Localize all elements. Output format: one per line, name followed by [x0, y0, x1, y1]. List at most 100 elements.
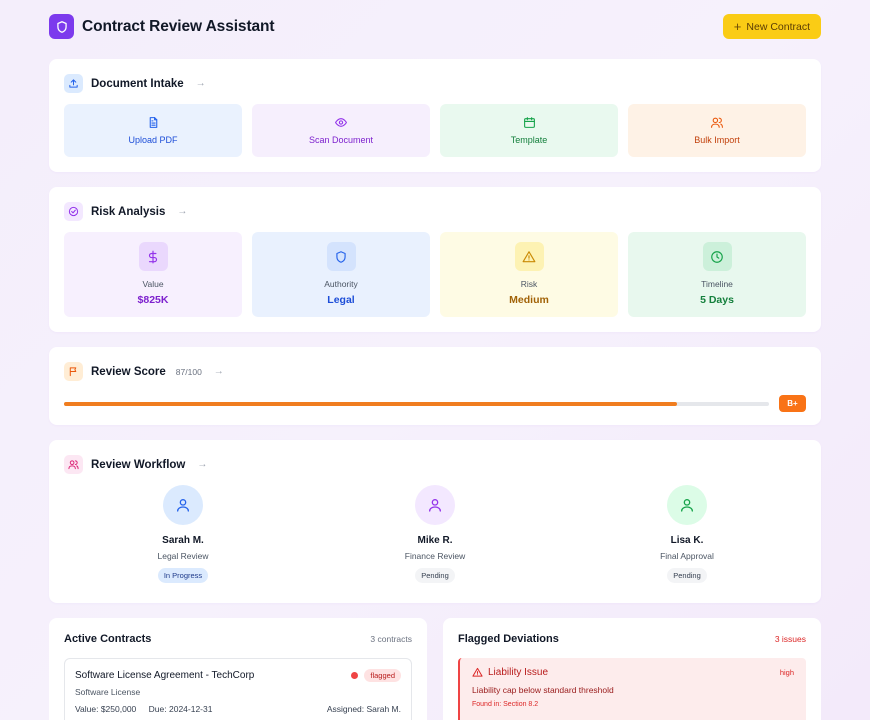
warning-icon: [514, 242, 544, 271]
new-contract-button[interactable]: + New Contract: [722, 14, 821, 39]
warning-icon: [472, 667, 483, 677]
shield-icon: [326, 242, 356, 271]
template-tile[interactable]: Template: [440, 104, 618, 157]
arrow-right-icon: →: [213, 366, 224, 377]
upload-icon: [64, 74, 83, 93]
timeline-metric: Timeline 5 Days: [628, 232, 806, 317]
review-workflow-card: Review Workflow → Sarah M. Legal Review …: [49, 440, 821, 603]
active-contracts-title: Active Contracts: [64, 633, 152, 645]
issues-count: 3 issues: [774, 634, 806, 644]
risk-metrics: Value $825K Authority Legal Risk Medium …: [64, 232, 806, 317]
scan-document-tile[interactable]: Scan Document: [252, 104, 430, 157]
contract-item[interactable]: Software License Agreement - TechCorp fl…: [64, 658, 412, 720]
value-metric-label: Value: [142, 279, 164, 289]
arrow-right-icon: →: [177, 206, 188, 217]
reviewer-role: Finance Review: [404, 551, 466, 561]
calendar-icon: [523, 117, 535, 128]
active-contracts-header: Active Contracts 3 contracts: [64, 633, 412, 645]
document-intake-header[interactable]: Document Intake →: [64, 74, 806, 93]
score-progress-track: [64, 401, 769, 406]
deviation-item[interactable]: Liability Issue high Liability cap below…: [458, 658, 806, 720]
review-score-value: 87/100: [175, 366, 202, 377]
contract-assigned: Assigned: Sarah M.: [326, 704, 401, 714]
deviation-description: Liability cap below standard threshold: [472, 685, 614, 695]
contract-meta: Value: $250,000 Due: 2024-12-31 Assigned…: [75, 704, 401, 714]
flagged-deviations-panel: Flagged Deviations 3 issues Liability Is…: [443, 618, 821, 720]
app-title: Contract Review Assistant: [82, 17, 275, 35]
users-icon: [711, 117, 723, 128]
new-contract-label: New Contract: [746, 20, 810, 33]
status-dot-icon: [351, 672, 359, 679]
contract-type: Software License: [75, 687, 141, 697]
reviewer-name: Lisa K.: [670, 535, 704, 546]
contract-name: Software License Agreement - TechCorp: [75, 670, 255, 681]
contract-due: Due: 2024-12-31: [148, 704, 213, 714]
arrow-right-icon: →: [195, 78, 206, 89]
bulk-import-label: Bulk Import: [694, 135, 740, 145]
deviation-item-top: Liability Issue high: [472, 667, 794, 678]
score-bar-row: B+: [64, 395, 806, 412]
reviewer-sarah[interactable]: Sarah M. Legal Review In Progress: [98, 485, 268, 583]
document-intake-title: Document Intake: [91, 77, 184, 90]
eye-icon: [335, 118, 347, 127]
flagged-deviations-title: Flagged Deviations: [458, 633, 559, 645]
grade-badge: B+: [779, 395, 806, 412]
app-header: Contract Review Assistant + New Contract: [49, 13, 821, 40]
status-badge: In Progress: [157, 568, 209, 583]
value-metric: Value $825K: [64, 232, 242, 317]
upload-pdf-tile[interactable]: Upload PDF: [64, 104, 242, 157]
risk-analysis-header[interactable]: Risk Analysis →: [64, 202, 806, 221]
deviation-location: Found in: Section 8.2: [472, 701, 539, 708]
risk-metric-value: Medium: [509, 294, 549, 306]
contract-value: Value: $250,000: [75, 704, 137, 714]
value-metric-value: $825K: [137, 294, 169, 306]
risk-metric: Risk Medium: [440, 232, 618, 317]
flagged-badge: flagged: [364, 669, 401, 682]
status-badge: Pending: [667, 568, 707, 583]
reviewer-role: Final Approval: [660, 551, 714, 561]
severity-label: high: [779, 668, 794, 677]
score-progress-fill: [64, 401, 678, 406]
status-badge: Pending: [415, 568, 455, 583]
user-avatar-icon: [667, 485, 707, 525]
review-workflow-header[interactable]: Review Workflow →: [64, 455, 806, 474]
bulk-import-tile[interactable]: Bulk Import: [628, 104, 806, 157]
user-avatar-icon: [415, 485, 455, 525]
reviewer-name: Sarah M.: [162, 535, 204, 546]
timeline-metric-label: Timeline: [701, 279, 733, 289]
contract-meta-left: Value: $250,000 Due: 2024-12-31: [75, 704, 222, 714]
template-label: Template: [510, 135, 548, 145]
deviation-title: Liability Issue: [488, 667, 549, 678]
deviation-title-row: Liability Issue: [472, 667, 548, 678]
reviewer-mike[interactable]: Mike R. Finance Review Pending: [350, 485, 520, 583]
users-icon: [64, 455, 83, 474]
review-score-header[interactable]: Review Score 87/100 →: [64, 362, 806, 381]
risk-metric-label: Risk: [520, 279, 538, 289]
arrow-right-icon: →: [197, 459, 208, 470]
authority-metric: Authority Legal: [252, 232, 430, 317]
scan-document-label: Scan Document: [308, 135, 374, 145]
user-avatar-icon: [163, 485, 203, 525]
file-text-icon: [149, 117, 157, 128]
shield-logo-icon: [49, 14, 74, 39]
reviewers: Sarah M. Legal Review In Progress Mike R…: [64, 485, 806, 583]
intake-tiles: Upload PDF Scan Document Template Bulk I…: [64, 104, 806, 157]
contracts-count: 3 contracts: [370, 634, 412, 644]
flag-icon: [64, 362, 83, 381]
clock-icon: [702, 242, 732, 271]
authority-metric-value: Legal: [327, 294, 355, 306]
review-score-title: Review Score: [91, 365, 166, 378]
review-score-card: Review Score 87/100 → B+: [49, 347, 821, 425]
timeline-metric-value: 5 Days: [700, 294, 734, 306]
risk-analysis-title: Risk Analysis: [91, 205, 166, 218]
contract-flag: flagged: [351, 669, 401, 682]
check-circle-icon: [64, 202, 83, 221]
active-contracts-panel: Active Contracts 3 contracts Software Li…: [49, 618, 427, 720]
reviewer-lisa[interactable]: Lisa K. Final Approval Pending: [602, 485, 772, 583]
review-workflow-title: Review Workflow: [91, 458, 186, 471]
document-intake-card: Document Intake → Upload PDF Scan Docume…: [49, 59, 821, 172]
reviewer-name: Mike R.: [417, 535, 453, 546]
reviewer-role: Legal Review: [157, 551, 209, 561]
dollar-icon: [138, 242, 168, 271]
contract-item-top: Software License Agreement - TechCorp fl…: [75, 669, 401, 682]
